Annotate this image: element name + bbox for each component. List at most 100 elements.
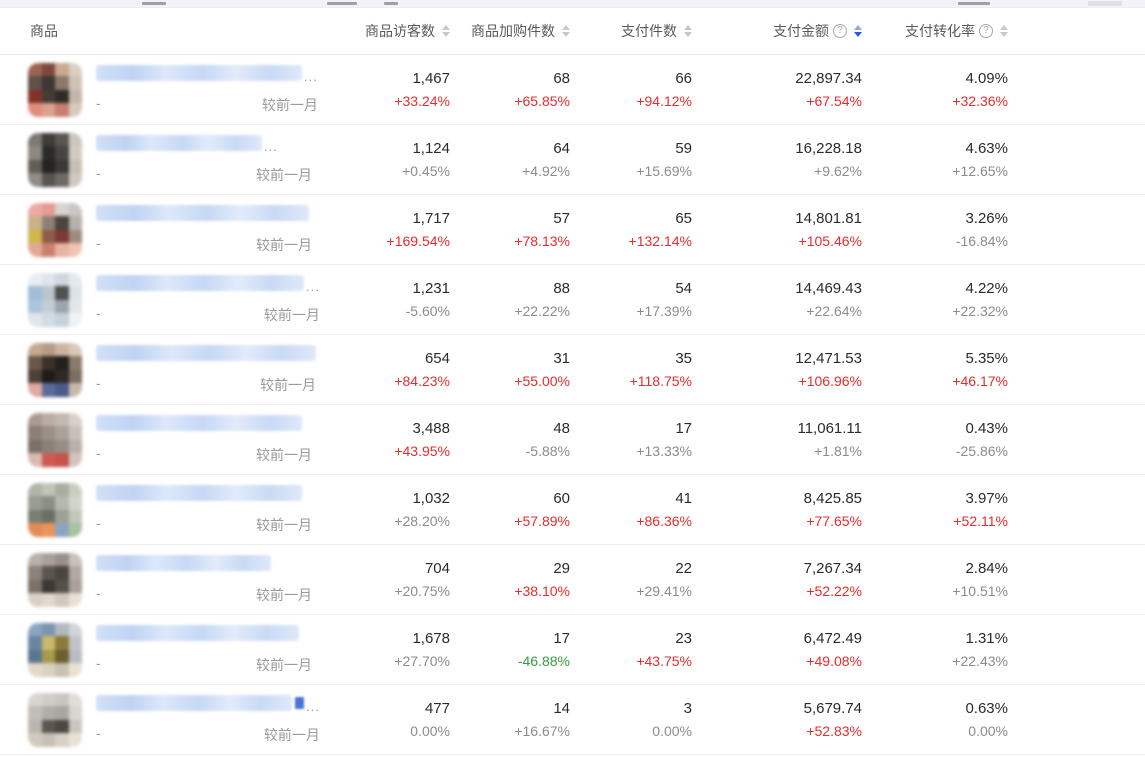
table-row: - 较前一月 1,032 +28.20% 60 +57.89% 41 +86.36% 8,425…: [0, 475, 1145, 545]
mosaic-cell: [28, 426, 42, 440]
mosaic-cell: [28, 649, 42, 663]
column-header-cart_items[interactable]: 商品加购件数: [450, 21, 570, 41]
product-image-blurred[interactable]: [28, 552, 82, 607]
metric-change: +22.43%: [952, 653, 1008, 669]
table-row: ... - 较前一月 477 0.00% 14 +16.67% 3 0.00% 5,679.74 +…: [0, 685, 1145, 755]
product-title-redacted[interactable]: [96, 484, 302, 501]
metric-value: 66: [675, 70, 692, 87]
metric-change: +46.17%: [952, 373, 1008, 389]
product-title-redacted[interactable]: [96, 64, 302, 81]
product-title-redacted[interactable]: [96, 414, 302, 431]
table-row: - 较前一月 704 +20.75% 29 +38.10% 22 +29.41% 7,267.3…: [0, 545, 1145, 615]
sort-icon[interactable]: [562, 25, 570, 37]
dash-placeholder: -: [96, 304, 101, 321]
product-image-blurred[interactable]: [28, 132, 82, 187]
product-info: ... - 较前一月: [96, 274, 338, 325]
product-title-line: ...: [96, 694, 320, 713]
column-header-paid_items[interactable]: 支付件数: [570, 21, 692, 41]
column-header-visitors[interactable]: 商品访客数: [330, 21, 450, 41]
metric-cell-cart_items: 29 +38.10%: [450, 560, 570, 599]
mosaic-cell: [28, 103, 42, 117]
product-meta-line: - 较前一月: [96, 95, 318, 115]
metric-cell-visitors: 654 +84.23%: [330, 350, 450, 389]
product-image-blurred[interactable]: [28, 412, 82, 467]
metric-change: +118.75%: [629, 373, 692, 389]
mosaic-cell: [68, 89, 82, 103]
product-info: - 较前一月: [96, 484, 330, 535]
caret-down-icon: [854, 32, 862, 37]
mosaic-cell: [68, 552, 82, 566]
product-title-redacted[interactable]: [96, 624, 299, 641]
mosaic-cell: [55, 719, 69, 733]
mosaic-cell: [41, 496, 55, 510]
column-header-conversion_rate[interactable]: 支付转化率?: [862, 21, 1008, 41]
metric-change: +169.54%: [386, 233, 450, 249]
mosaic-cell: [68, 132, 82, 146]
product-image-blurred[interactable]: [28, 62, 82, 117]
mosaic-cell: [28, 89, 42, 103]
product-title-line: [96, 414, 312, 431]
product-image-blurred[interactable]: [28, 272, 82, 327]
mosaic-cell: [68, 173, 82, 187]
mosaic-cell: [41, 103, 55, 117]
mosaic-cell: [68, 286, 82, 300]
product-title-line: [96, 554, 312, 571]
metric-value: 1,124: [412, 140, 450, 157]
mosaic-cell: [55, 579, 69, 593]
mosaic-cell: [68, 719, 82, 733]
product-image-blurred[interactable]: [28, 692, 82, 747]
column-label: 支付转化率: [905, 23, 975, 39]
metric-value: 1,678: [412, 630, 450, 647]
compare-period-label: 较前一月: [256, 166, 312, 183]
product-title-redacted[interactable]: [96, 134, 262, 151]
product-image-blurred[interactable]: [28, 202, 82, 257]
column-label: 商品访客数: [365, 23, 435, 39]
mosaic-cell: [68, 202, 82, 216]
table-row: - 较前一月 3,488 +43.95% 48 -5.88% 17 +13.33% 11,061…: [0, 405, 1145, 475]
sort-icon[interactable]: [1000, 25, 1008, 37]
metric-cell-payment_amount: 14,469.43 +22.64%: [692, 280, 862, 319]
metric-cell-conversion_rate: 4.63% +12.65%: [862, 140, 1008, 179]
product-title-redacted[interactable]: [96, 274, 304, 291]
sort-icon[interactable]: [442, 25, 450, 37]
metric-change: +67.54%: [806, 93, 862, 109]
product-title-redacted[interactable]: [96, 204, 309, 221]
metric-change: -5.88%: [525, 443, 570, 459]
help-icon[interactable]: ?: [979, 24, 993, 38]
product-image-blurred[interactable]: [28, 482, 82, 537]
metric-cell-payment_amount: 12,471.53 +106.96%: [692, 350, 862, 389]
metric-cell-visitors: 1,678 +27.70%: [330, 630, 450, 669]
mosaic-cell: [55, 159, 69, 173]
caret-down-icon: [562, 32, 570, 37]
metric-cell-paid_items: 41 +86.36%: [570, 490, 692, 529]
product-title-redacted[interactable]: [96, 694, 292, 711]
mosaic-cell: [28, 356, 42, 370]
table-row: - 较前一月 1,717 +169.54% 57 +78.13% 65 +132.14% 14,…: [0, 195, 1145, 265]
sort-icon[interactable]: [684, 25, 692, 37]
product-meta-line: - 较前一月: [96, 445, 312, 465]
mosaic-cell: [68, 76, 82, 90]
metric-value: 14: [553, 700, 570, 717]
mosaic-cell: [55, 523, 69, 537]
mosaic-cell: [28, 593, 42, 607]
product-meta-line: - 较前一月: [96, 235, 312, 255]
table-row: ... - 较前一月 1,231 -5.60% 88 +22.22% 54 +17.39% 14,…: [0, 265, 1145, 335]
mosaic-cell: [68, 523, 82, 537]
sort-icon[interactable]: [854, 25, 862, 37]
dash-placeholder: -: [96, 724, 101, 741]
product-image-blurred[interactable]: [28, 622, 82, 677]
product-image-blurred[interactable]: [28, 342, 82, 397]
mosaic-cell: [41, 733, 55, 747]
product-title-redacted[interactable]: [96, 344, 316, 361]
metric-cell-cart_items: 48 -5.88%: [450, 420, 570, 459]
metric-cell-conversion_rate: 3.97% +52.11%: [862, 490, 1008, 529]
column-header-payment_amount[interactable]: 支付金额?: [692, 21, 862, 41]
mosaic-cell: [28, 439, 42, 453]
product-title-redacted[interactable]: [96, 554, 271, 571]
mosaic-cell: [68, 383, 82, 397]
mosaic-cell: [28, 523, 42, 537]
mosaic-cell: [28, 719, 42, 733]
product-meta-line: - 较前一月: [96, 515, 312, 535]
column-label: 支付金额: [773, 23, 829, 39]
help-icon[interactable]: ?: [833, 24, 847, 38]
